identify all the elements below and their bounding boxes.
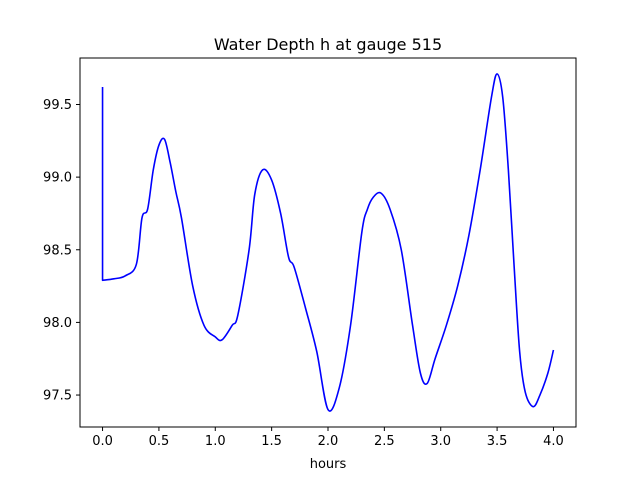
x-tick-label: 3.0 bbox=[430, 434, 451, 449]
x-tick-label: 3.5 bbox=[487, 434, 508, 449]
plot-layer bbox=[101, 73, 555, 412]
x-tick-label: 1.0 bbox=[205, 434, 226, 449]
x-tick-label: 0.0 bbox=[92, 434, 113, 449]
y-tick-label: 99.5 bbox=[43, 98, 72, 113]
x-axis-label: hours bbox=[310, 457, 347, 472]
y-tick-label: 98.5 bbox=[43, 243, 72, 258]
y-axis: 97.5 98.0 98.5 99.0 99.5 bbox=[43, 98, 80, 404]
x-axis: 0.0 0.5 1.0 1.5 2.0 2.5 3.0 3.5 4.0 bbox=[92, 427, 564, 449]
x-tick-label: 2.0 bbox=[318, 434, 339, 449]
x-tick-label: 2.5 bbox=[374, 434, 395, 449]
x-tick-label: 0.5 bbox=[149, 434, 170, 449]
y-tick-label: 97.5 bbox=[43, 389, 72, 404]
y-tick-label: 98.0 bbox=[43, 316, 72, 331]
x-tick-label: 4.0 bbox=[543, 434, 564, 449]
x-tick-label: 1.5 bbox=[261, 434, 282, 449]
y-tick-label: 99.0 bbox=[43, 171, 72, 186]
chart-title: Water Depth h at gauge 515 bbox=[214, 35, 442, 54]
series-line bbox=[101, 73, 555, 412]
